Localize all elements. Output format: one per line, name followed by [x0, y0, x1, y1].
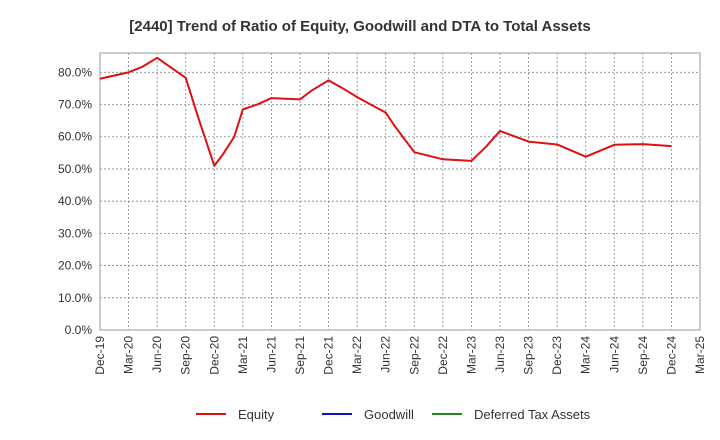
x-tick-label: Mar-24: [579, 336, 593, 374]
legend: Equity Goodwill Deferred Tax Assets: [196, 407, 591, 422]
y-tick-label: 30.0%: [58, 226, 92, 240]
y-axis: 0.0% 10.0% 20.0% 30.0% 40.0% 50.0% 60.0% 70.0% 8…: [58, 65, 92, 337]
legend-label: Equity: [238, 407, 275, 422]
y-tick-label: 60.0%: [58, 130, 92, 144]
x-tick-label: Sep-21: [293, 336, 307, 375]
legend-label: Goodwill: [364, 407, 414, 422]
x-tick-label: Dec-23: [550, 336, 564, 375]
series-line-equity: [99, 56, 672, 167]
x-tick-label: Mar-22: [350, 336, 364, 374]
y-tick-label: 80.0%: [58, 65, 92, 79]
x-tick-label: Jun-22: [379, 336, 393, 373]
x-tick-label: Dec-24: [664, 336, 678, 375]
y-tick-label: 20.0%: [58, 259, 92, 273]
x-tick-label: Jun-24: [607, 336, 621, 373]
x-axis: Dec-19 Mar-20 Jun-20 Sep-20 Dec-20 Mar-21 Jun-…: [93, 336, 707, 375]
x-tick-label: Mar-23: [464, 336, 478, 374]
y-tick-label: 40.0%: [58, 194, 92, 208]
x-tick-label: Sep-24: [636, 336, 650, 375]
y-tick-label: 50.0%: [58, 162, 92, 176]
x-tick-label: Sep-23: [522, 336, 536, 375]
series-group: [99, 56, 672, 167]
x-tick-label: Mar-25: [693, 336, 707, 374]
x-tick-label: Sep-20: [179, 336, 193, 375]
plot-frame: [99, 52, 701, 331]
x-tick-label: Dec-21: [322, 336, 336, 375]
x-tick-label: Dec-22: [436, 336, 450, 375]
x-tick-label: Jun-23: [493, 336, 507, 373]
y-tick-label: 10.0%: [58, 291, 92, 305]
y-tick-label: 70.0%: [58, 98, 92, 112]
x-tick-label: Mar-20: [122, 336, 136, 374]
chart-title: [2440] Trend of Ratio of Equity, Goodwil…: [129, 18, 590, 35]
legend-label: Deferred Tax Assets: [474, 407, 591, 422]
x-tick-label: Dec-20: [207, 336, 221, 375]
grid: [100, 53, 700, 330]
x-tick-label: Jun-21: [264, 336, 278, 373]
x-tick-label: Sep-22: [407, 336, 421, 375]
x-tick-label: Dec-19: [93, 336, 107, 375]
y-tick-label: 0.0%: [65, 323, 93, 337]
x-tick-label: Jun-20: [150, 336, 164, 373]
x-tick-label: Mar-21: [236, 336, 250, 374]
